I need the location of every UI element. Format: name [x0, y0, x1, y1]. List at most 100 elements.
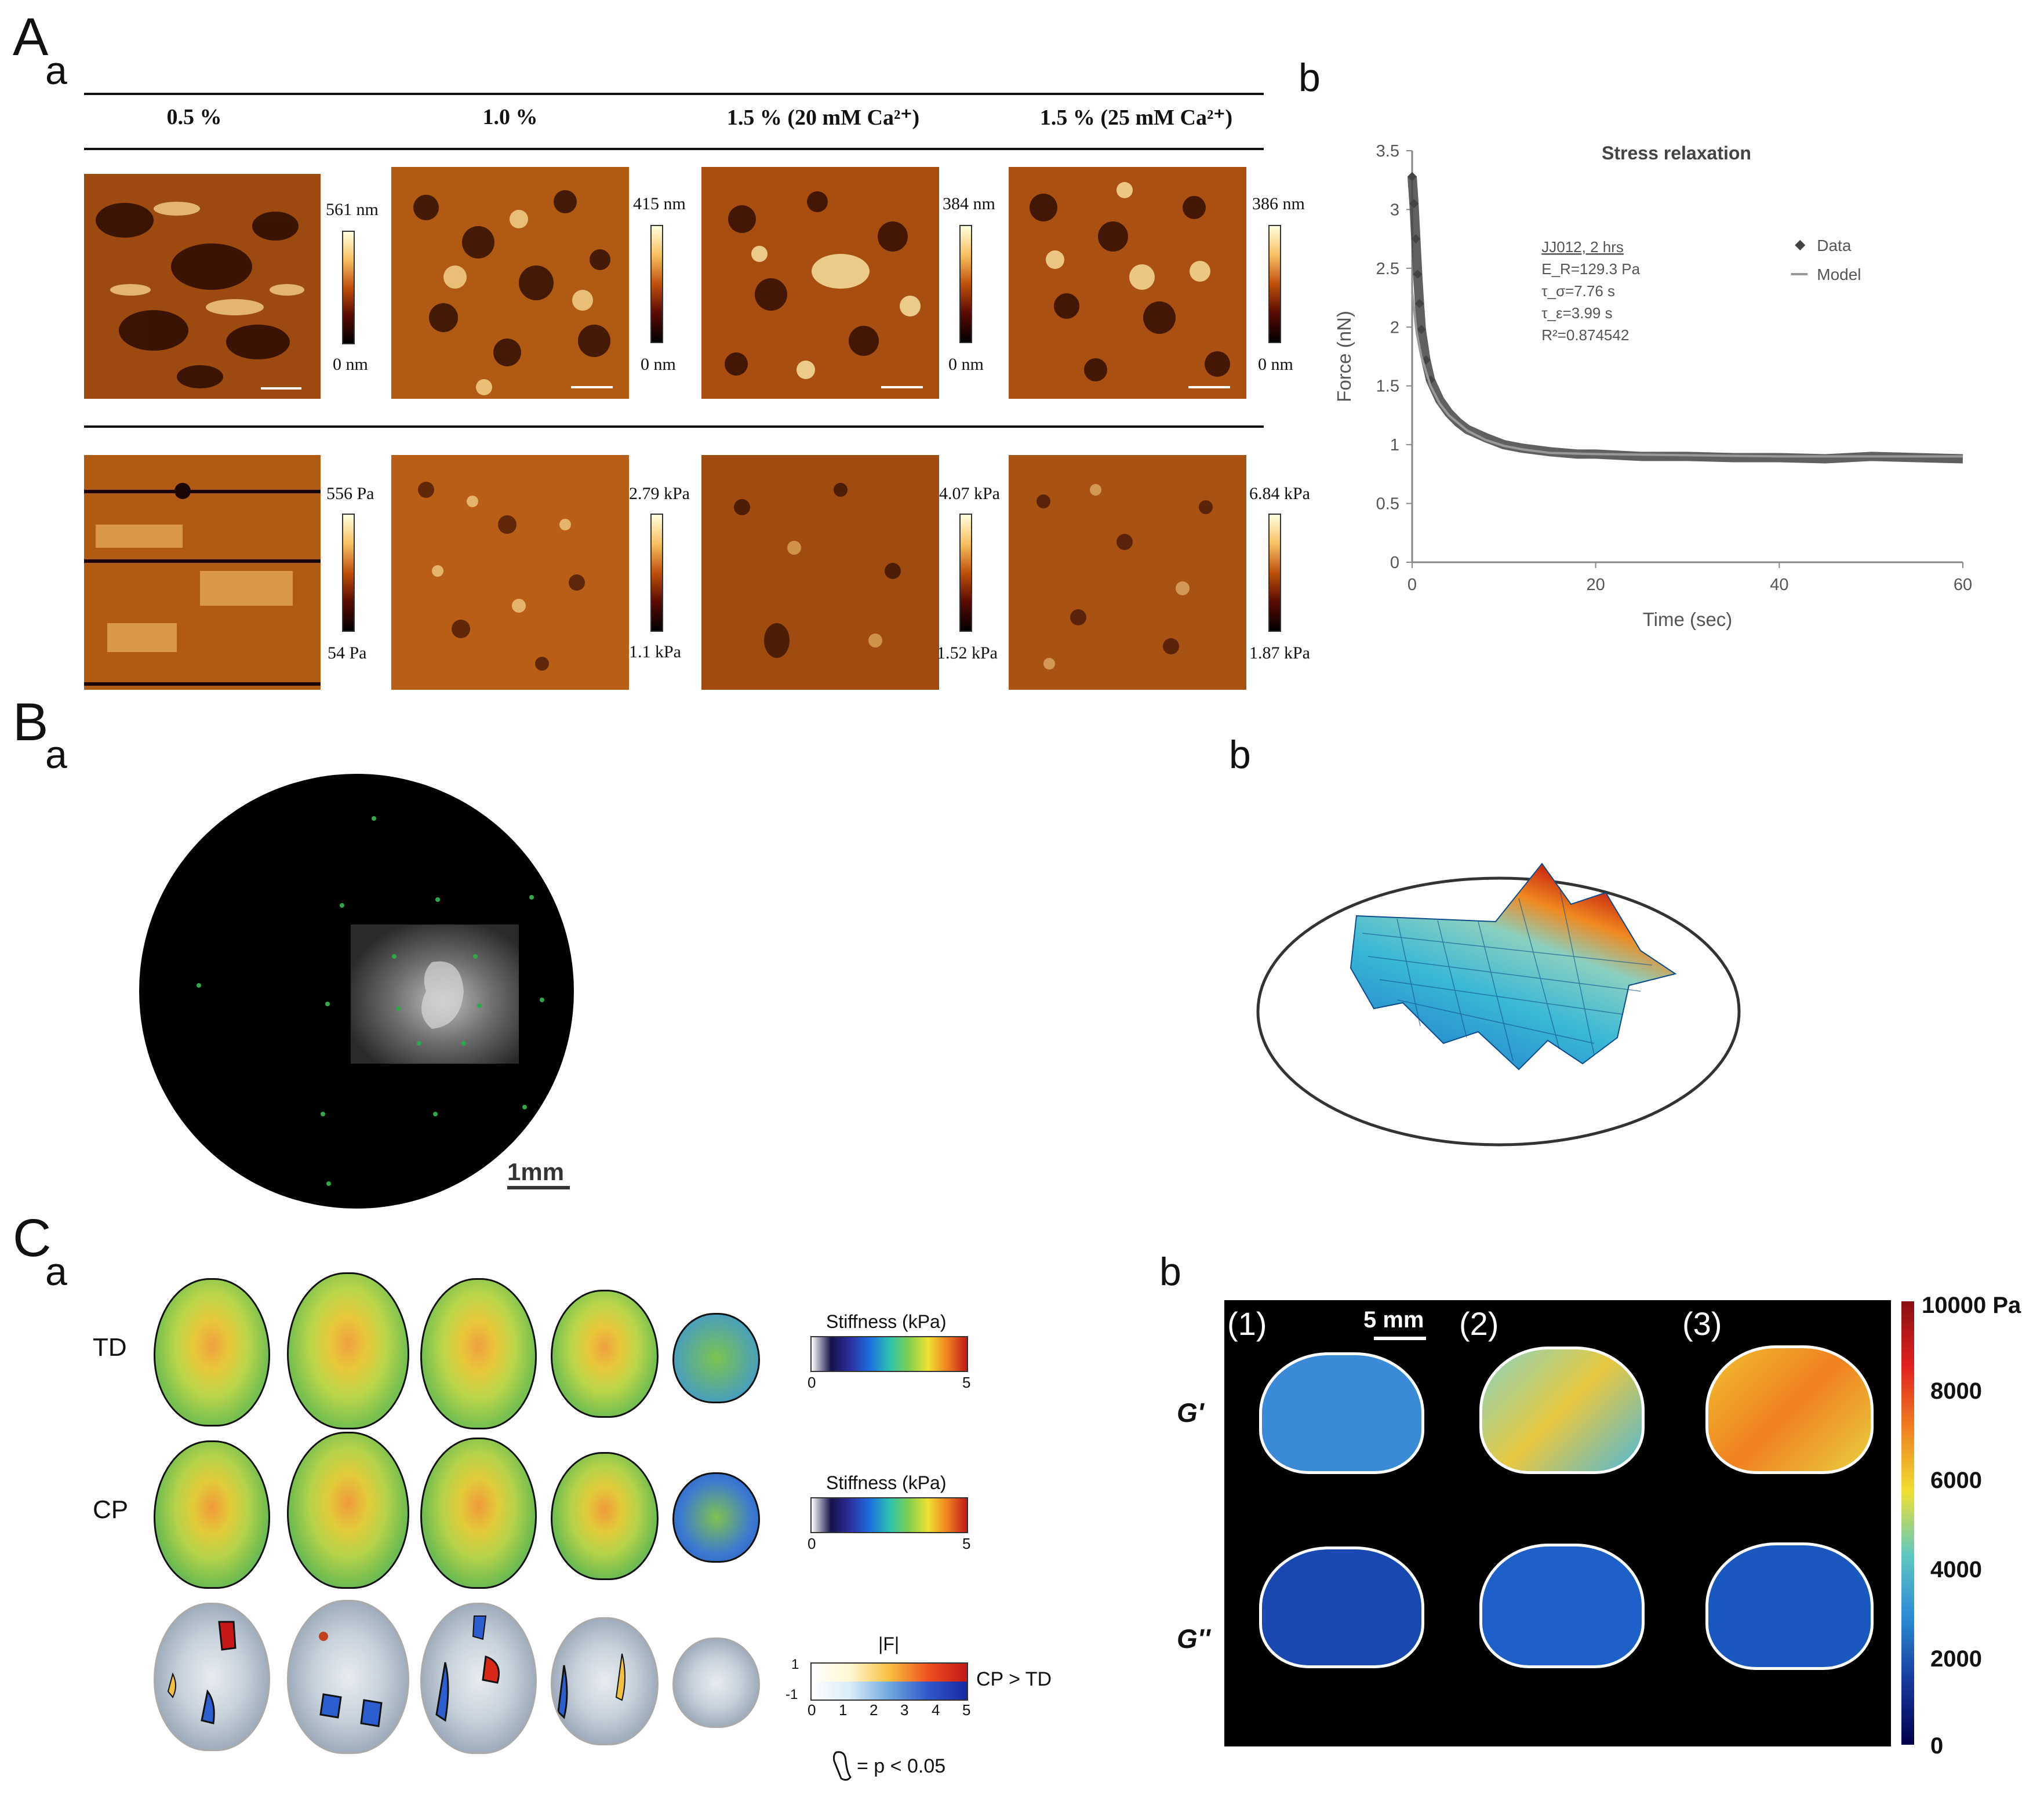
panel-label-B: B	[13, 693, 49, 752]
table-top-rule	[84, 93, 1264, 95]
mre-subpanel-2: (2)	[1459, 1305, 1499, 1342]
p-value-outline-icon	[833, 1751, 852, 1781]
y-tick-label: 3.5	[1376, 142, 1399, 161]
stiffness-max-td: 5	[962, 1374, 971, 1391]
stiffness-title-td: Stiffness (kPa)	[826, 1311, 947, 1332]
y-tick-label: 3	[1390, 201, 1399, 219]
y-tick-label: 1	[1390, 436, 1399, 454]
mre-tick-4000: 4000	[1930, 1557, 1982, 1582]
afm-modulus-image-2	[391, 455, 629, 690]
scale-bar-2	[571, 386, 613, 388]
brain-cp-slice-2	[287, 1432, 409, 1589]
stiffness-colorbar-td	[810, 1336, 968, 1372]
panel-label-Ca: a	[45, 1250, 67, 1294]
brain-td-slice-5	[672, 1313, 760, 1403]
brain-td-slice-1	[154, 1278, 270, 1427]
legend-data-marker	[1795, 240, 1806, 250]
brain-f-slice-3	[420, 1603, 537, 1754]
table-middle-rule	[84, 425, 1264, 428]
height-max-1: 561 nm	[326, 200, 379, 219]
modulus-colorbar-4	[1268, 514, 1281, 632]
f-tick-3: 3	[900, 1701, 909, 1719]
mre-g-prime-2	[1479, 1347, 1645, 1474]
stiffness-min-cp: 0	[808, 1535, 816, 1552]
afm-modulus-image-4	[1009, 455, 1246, 690]
modulus-colorbar-3	[959, 514, 972, 632]
x-tick-label: 40	[1770, 576, 1788, 594]
brain-f-slice-5	[672, 1637, 760, 1728]
brain-f-slice-4	[551, 1617, 659, 1745]
modulus-max-2: 2.79 kPa	[629, 484, 690, 503]
brain-cp-slice-4	[551, 1452, 659, 1580]
stiffness-title-cp: Stiffness (kPa)	[826, 1472, 947, 1493]
mre-g-double-prime-2	[1479, 1544, 1645, 1668]
scale-bar-4	[1188, 386, 1230, 388]
table-header-rule	[84, 148, 1264, 150]
brain-td-slice-4	[551, 1290, 659, 1418]
panel-label-C: C	[13, 1209, 52, 1268]
y-tick-label: 0	[1390, 554, 1399, 572]
height-min-1: 0 nm	[333, 355, 368, 374]
f-title: |F|	[878, 1633, 900, 1654]
surface-3d-plot	[1256, 863, 1741, 1147]
f-side-top: 1	[791, 1657, 799, 1672]
mre-tick-10000: 10000 Pa	[1922, 1293, 2021, 1318]
data-point	[1409, 199, 1419, 209]
f-tick-0: 0	[808, 1701, 816, 1719]
annotation-title: JJ012, 2 hrs	[1541, 238, 1624, 256]
x-tick-label: 20	[1587, 576, 1605, 594]
mre-colorbar	[1901, 1301, 1914, 1745]
height-colorbar-2	[650, 225, 663, 343]
scale-bar-1mm	[507, 1186, 570, 1189]
afm-height-image-4	[1009, 167, 1246, 399]
panel-label-Ba: a	[45, 733, 67, 777]
height-colorbar-3	[959, 225, 972, 343]
mre-g-double-prime-1	[1259, 1546, 1424, 1668]
f-colorbar	[810, 1662, 968, 1701]
y-tick-label: 2	[1390, 318, 1399, 337]
stress-relaxation-chart: 0 0.5 1 1.5 2 2.5 3 3.5 0 20 40 60 Time (sec) Force (…	[1333, 142, 1972, 630]
modulus-min-4: 1.87 kPa	[1249, 643, 1310, 663]
mre-row-g-double-prime: G''	[1177, 1624, 1210, 1654]
data-point	[1407, 172, 1417, 181]
p-value-label: = p < 0.05	[857, 1755, 946, 1777]
y-axis-title: Force (nN)	[1333, 311, 1355, 402]
y-tick-label: 1.5	[1376, 377, 1399, 396]
height-min-4: 0 nm	[1258, 355, 1293, 374]
model-series-line	[1411, 292, 1963, 458]
x-tick-label: 60	[1954, 576, 1972, 594]
mre-row-g-prime: G'	[1177, 1398, 1204, 1428]
stiffness-colorbar-cp	[810, 1497, 968, 1533]
probe-field-image	[139, 774, 574, 1209]
x-tick-label: 0	[1407, 576, 1417, 594]
panel-label-Aa: a	[45, 49, 67, 93]
legend-data-label: Data	[1817, 236, 1852, 254]
brain-cp-slice-5	[672, 1472, 760, 1563]
data-point	[1416, 325, 1426, 334]
annotation-line: R²=0.874542	[1541, 326, 1629, 344]
brain-td-slice-2	[287, 1272, 409, 1429]
height-colorbar-4	[1268, 225, 1281, 343]
annotation-line: τ_σ=7.76 s	[1541, 282, 1615, 300]
afm-height-image-2	[391, 167, 629, 399]
chart-title: Stress relaxation	[1602, 143, 1751, 163]
mre-subpanel-1: (1)	[1227, 1305, 1267, 1342]
afm-height-image-1	[84, 174, 321, 399]
height-min-2: 0 nm	[641, 355, 676, 374]
height-max-4: 386 nm	[1252, 194, 1305, 213]
f-tick-1: 1	[839, 1701, 848, 1719]
f-tick-4: 4	[932, 1701, 940, 1719]
scale-bar-1	[261, 387, 301, 390]
mre-g-prime-1	[1259, 1352, 1424, 1474]
data-series-band	[1407, 176, 1963, 464]
modulus-max-3: 4.07 kPa	[939, 484, 1000, 503]
header-0-5-percent: 0.5 %	[166, 105, 222, 129]
stiffness-min-td: 0	[808, 1374, 816, 1391]
panel-label-Ab: b	[1299, 56, 1321, 100]
modulus-max-1: 556 Pa	[326, 484, 374, 503]
afm-modulus-image-1	[84, 455, 321, 690]
f-tick-2: 2	[870, 1701, 878, 1719]
mre-tick-2000: 2000	[1930, 1646, 1982, 1672]
header-1-0-percent: 1.0 %	[482, 105, 538, 129]
legend-model-label: Model	[1817, 265, 1861, 283]
